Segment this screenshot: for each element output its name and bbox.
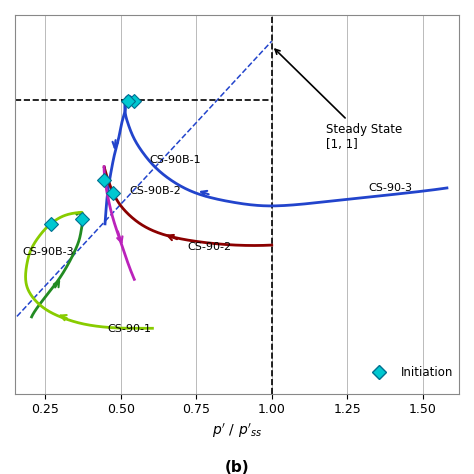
Text: CS-90B-2: CS-90B-2 xyxy=(130,186,182,197)
Text: CS-90B-3: CS-90B-3 xyxy=(23,247,74,257)
Text: Steady State
[1, 1]: Steady State [1, 1] xyxy=(275,49,402,151)
X-axis label: $p'$ / $p'_{ss}$: $p'$ / $p'_{ss}$ xyxy=(212,422,262,440)
Text: (b): (b) xyxy=(225,460,249,474)
Legend: Initiation: Initiation xyxy=(363,362,457,384)
Text: CS-90B-1: CS-90B-1 xyxy=(149,155,201,165)
Text: CS-90-3: CS-90-3 xyxy=(368,183,412,193)
Text: CS-90-1: CS-90-1 xyxy=(107,324,151,334)
Text: CS-90-2: CS-90-2 xyxy=(187,242,231,252)
